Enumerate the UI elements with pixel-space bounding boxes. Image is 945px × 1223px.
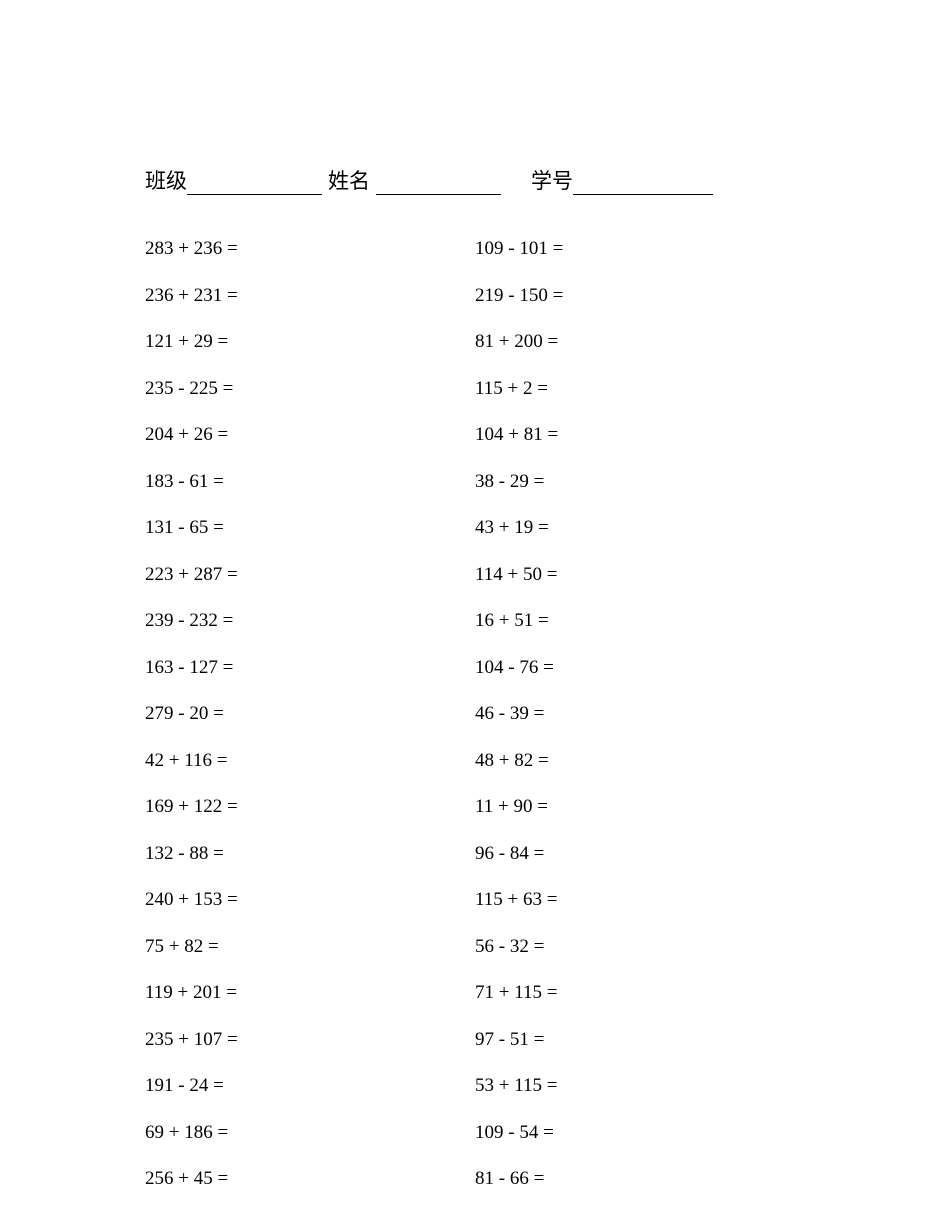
problem-cell: 219 - 150 =	[475, 282, 805, 329]
problem-cell: 81 + 200 =	[475, 328, 805, 375]
problem-cell: 71 + 115 =	[475, 979, 805, 1026]
problem-cell: 256 + 45 =	[145, 1165, 475, 1212]
problems-column-right: 109 - 101 = 219 - 150 = 81 + 200 = 115 +…	[475, 235, 805, 1212]
problem-cell: 121 + 29 =	[145, 328, 475, 375]
problem-cell: 114 + 50 =	[475, 561, 805, 608]
problem-cell: 46 - 39 =	[475, 700, 805, 747]
problem-cell: 163 - 127 =	[145, 654, 475, 701]
name-label: 姓名	[328, 165, 370, 195]
header-row: 班级 姓名 学号	[145, 165, 945, 195]
problem-cell: 75 + 82 =	[145, 933, 475, 980]
problem-cell: 38 - 29 =	[475, 468, 805, 515]
problem-cell: 42 + 116 =	[145, 747, 475, 794]
problem-cell: 56 - 32 =	[475, 933, 805, 980]
worksheet-page: 班级 姓名 学号 283 + 236 = 236 + 231 = 121 + 29 …	[0, 0, 945, 1212]
problem-cell: 115 + 63 =	[475, 886, 805, 933]
problem-cell: 235 - 225 =	[145, 375, 475, 422]
problem-cell: 119 + 201 =	[145, 979, 475, 1026]
problem-cell: 96 - 84 =	[475, 840, 805, 887]
problem-cell: 109 - 101 =	[475, 235, 805, 282]
problem-cell: 239 - 232 =	[145, 607, 475, 654]
problem-cell: 204 + 26 =	[145, 421, 475, 468]
class-label: 班级	[145, 165, 187, 195]
problem-cell: 104 + 81 =	[475, 421, 805, 468]
problem-cell: 131 - 65 =	[145, 514, 475, 561]
problem-cell: 11 + 90 =	[475, 793, 805, 840]
problem-cell: 109 - 54 =	[475, 1119, 805, 1166]
problem-cell: 279 - 20 =	[145, 700, 475, 747]
problem-cell: 48 + 82 =	[475, 747, 805, 794]
problem-cell: 283 + 236 =	[145, 235, 475, 282]
problems-column-left: 283 + 236 = 236 + 231 = 121 + 29 = 235 -…	[145, 235, 475, 1212]
class-blank[interactable]	[187, 171, 322, 195]
id-blank[interactable]	[573, 171, 713, 195]
problem-cell: 169 + 122 =	[145, 793, 475, 840]
problem-cell: 16 + 51 =	[475, 607, 805, 654]
problem-cell: 97 - 51 =	[475, 1026, 805, 1073]
problem-cell: 43 + 19 =	[475, 514, 805, 561]
problem-cell: 240 + 153 =	[145, 886, 475, 933]
problem-cell: 183 - 61 =	[145, 468, 475, 515]
problem-cell: 81 - 66 =	[475, 1165, 805, 1212]
problem-cell: 104 - 76 =	[475, 654, 805, 701]
id-label: 学号	[531, 165, 573, 195]
problem-cell: 115 + 2 =	[475, 375, 805, 422]
problem-cell: 235 + 107 =	[145, 1026, 475, 1073]
problem-cell: 236 + 231 =	[145, 282, 475, 329]
problem-cell: 191 - 24 =	[145, 1072, 475, 1119]
name-blank[interactable]	[376, 171, 501, 195]
problem-cell: 132 - 88 =	[145, 840, 475, 887]
problem-cell: 53 + 115 =	[475, 1072, 805, 1119]
problems-grid: 283 + 236 = 236 + 231 = 121 + 29 = 235 -…	[145, 235, 945, 1212]
problem-cell: 69 + 186 =	[145, 1119, 475, 1166]
problem-cell: 223 + 287 =	[145, 561, 475, 608]
